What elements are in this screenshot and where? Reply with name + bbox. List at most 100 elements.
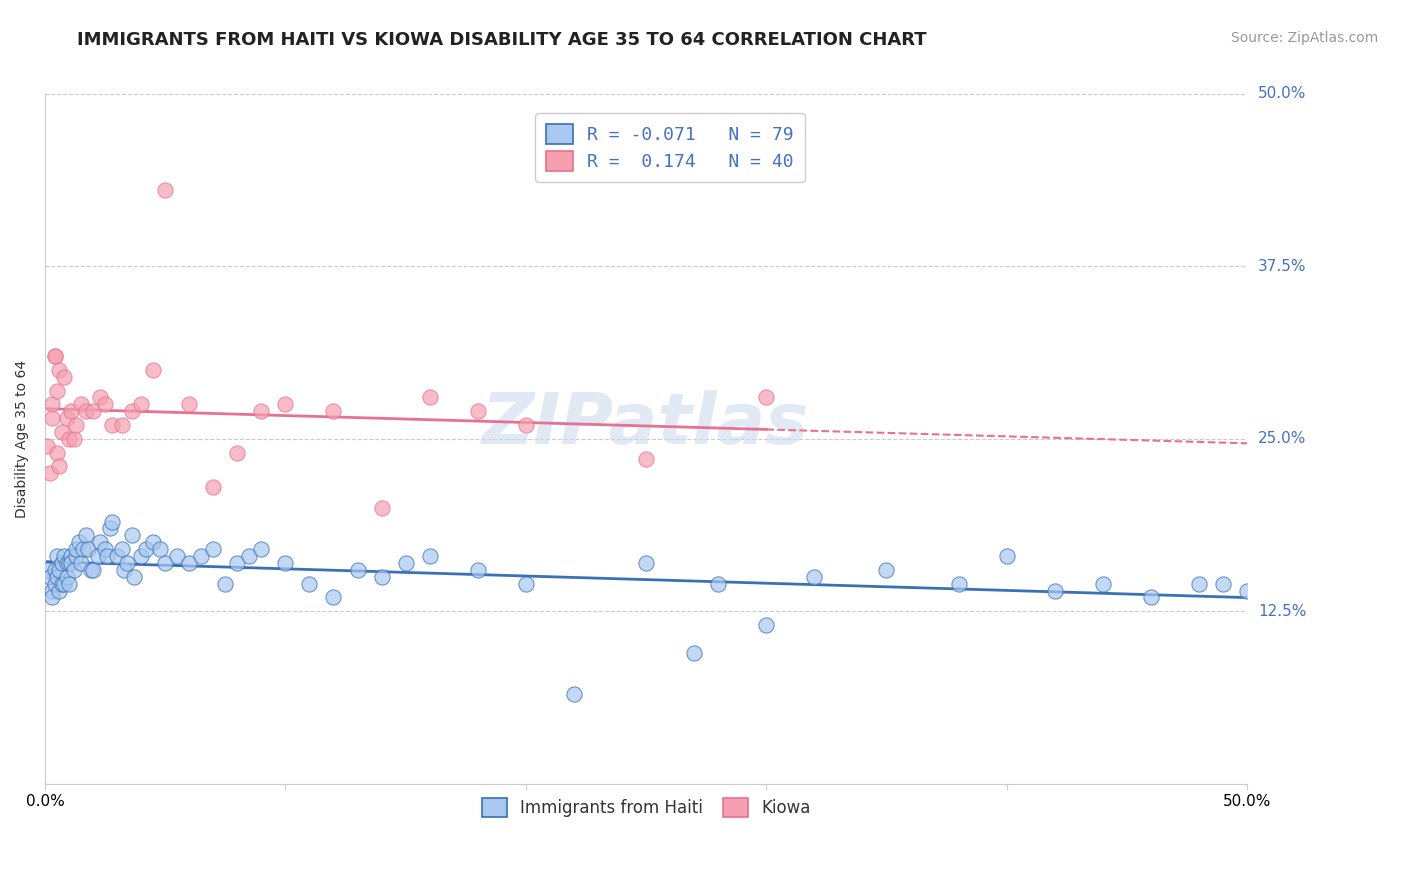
- Point: [48, 583, 70, 598]
- Point: [65, 542, 87, 557]
- Point: [58, 432, 80, 446]
- Point: [41, 411, 63, 425]
- Point: [250, 542, 273, 557]
- Point: [121, 404, 143, 418]
- Point: [63, 432, 86, 446]
- Point: [82, 404, 104, 418]
- Point: [65, 417, 87, 432]
- Point: [1043, 583, 1066, 598]
- Text: ZIPatlas: ZIPatlas: [482, 391, 810, 459]
- Text: 12.5%: 12.5%: [1258, 604, 1306, 619]
- Point: [135, 542, 157, 557]
- Point: [467, 404, 489, 418]
- Y-axis label: Disability Age 35 to 64: Disability Age 35 to 64: [15, 359, 30, 518]
- Point: [515, 576, 537, 591]
- Point: [60, 404, 83, 418]
- Point: [44, 349, 66, 363]
- Point: [202, 480, 225, 494]
- Point: [467, 563, 489, 577]
- Point: [202, 542, 225, 557]
- Point: [142, 535, 165, 549]
- Point: [44, 349, 66, 363]
- Point: [70, 556, 93, 570]
- Point: [370, 500, 392, 515]
- Point: [707, 576, 730, 591]
- Point: [48, 459, 70, 474]
- Point: [58, 576, 80, 591]
- Point: [44, 576, 66, 591]
- Point: [89, 391, 111, 405]
- Point: [1188, 576, 1211, 591]
- Point: [1236, 583, 1258, 598]
- Point: [250, 404, 273, 418]
- Point: [101, 417, 124, 432]
- Point: [75, 404, 97, 418]
- Point: [274, 556, 297, 570]
- Point: [96, 549, 118, 563]
- Point: [94, 397, 117, 411]
- Point: [179, 556, 201, 570]
- Point: [37, 563, 59, 577]
- Point: [370, 570, 392, 584]
- Point: [1091, 576, 1114, 591]
- Point: [515, 417, 537, 432]
- Point: [1140, 591, 1163, 605]
- Point: [48, 563, 70, 577]
- Point: [37, 439, 59, 453]
- Point: [48, 363, 70, 377]
- Point: [755, 391, 778, 405]
- Point: [153, 184, 176, 198]
- Point: [122, 570, 145, 584]
- Point: [995, 549, 1018, 563]
- Point: [1212, 576, 1234, 591]
- Point: [634, 556, 657, 570]
- Point: [94, 542, 117, 557]
- Point: [214, 576, 236, 591]
- Point: [948, 576, 970, 591]
- Text: 37.5%: 37.5%: [1258, 259, 1306, 274]
- Point: [65, 549, 87, 563]
- Point: [46, 384, 69, 398]
- Point: [419, 549, 441, 563]
- Point: [346, 563, 368, 577]
- Point: [142, 363, 165, 377]
- Point: [75, 528, 97, 542]
- Point: [55, 570, 77, 584]
- Point: [803, 570, 825, 584]
- Point: [238, 549, 260, 563]
- Point: [98, 521, 121, 535]
- Point: [79, 563, 101, 577]
- Point: [58, 556, 80, 570]
- Point: [634, 452, 657, 467]
- Text: 25.0%: 25.0%: [1258, 432, 1306, 446]
- Point: [41, 583, 63, 598]
- Point: [41, 591, 63, 605]
- Point: [101, 515, 124, 529]
- Point: [38, 467, 60, 481]
- Point: [129, 397, 152, 411]
- Point: [166, 549, 188, 563]
- Point: [82, 563, 104, 577]
- Point: [149, 542, 172, 557]
- Point: [322, 591, 344, 605]
- Point: [46, 570, 69, 584]
- Point: [60, 556, 83, 570]
- Point: [755, 618, 778, 632]
- Point: [298, 576, 321, 591]
- Point: [51, 556, 73, 570]
- Point: [105, 549, 128, 563]
- Point: [115, 556, 138, 570]
- Point: [112, 563, 135, 577]
- Point: [111, 417, 134, 432]
- Point: [53, 369, 76, 384]
- Point: [562, 687, 585, 701]
- Point: [394, 556, 416, 570]
- Text: 50.0%: 50.0%: [1258, 87, 1306, 102]
- Point: [111, 542, 134, 557]
- Point: [274, 397, 297, 411]
- Point: [55, 556, 77, 570]
- Point: [41, 397, 63, 411]
- Point: [46, 445, 69, 459]
- Point: [226, 445, 249, 459]
- Point: [53, 549, 76, 563]
